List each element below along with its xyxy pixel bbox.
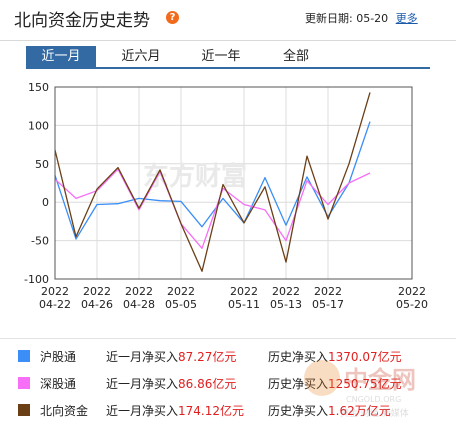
question-circle-icon[interactable]: ? xyxy=(166,11,179,24)
legend-month: 近一月净买入174.12亿元 xyxy=(106,404,245,418)
y-tick-label: 50 xyxy=(35,158,49,171)
update-info: 更新日期: 05-20 更多 xyxy=(305,10,418,26)
legend-history: 历史净买入1250.75亿元 xyxy=(268,377,402,391)
header-divider xyxy=(0,40,456,41)
more-link[interactable]: 更多 xyxy=(395,12,418,25)
legend-row-sz: 深股通 近一月净买入86.86亿元 历史净买入1250.75亿元 xyxy=(0,370,456,397)
tab-underline xyxy=(26,67,430,69)
page-header: 北向资金历史走势 ? 更新日期: 05-20 更多 xyxy=(0,0,456,38)
y-tick-label: -100 xyxy=(24,273,49,286)
y-tick-label: 0 xyxy=(42,196,49,209)
series-line-2 xyxy=(54,92,371,272)
chart-watermark: 东方财富 xyxy=(143,161,247,192)
x-tick-label: 05-05 xyxy=(165,298,197,311)
x-tick-label: 05-11 xyxy=(228,298,260,311)
update-date: 05-20 xyxy=(356,12,389,25)
legend-swatch-sz xyxy=(18,377,30,389)
x-tick-label: 2022 xyxy=(83,285,111,298)
x-tick-label: 2022 xyxy=(398,285,426,298)
x-tick-label: 05-20 xyxy=(396,298,428,311)
x-tick-label: 04-28 xyxy=(123,298,155,311)
x-tick-label: 05-17 xyxy=(312,298,344,311)
y-tick-label: -50 xyxy=(31,235,49,248)
legend-history: 历史净买入1.62万亿元 xyxy=(268,404,391,418)
y-tick-label: 150 xyxy=(28,81,49,94)
legend-month: 近一月净买入87.27亿元 xyxy=(106,350,237,364)
x-tick-label: 2022 xyxy=(167,285,195,298)
legend-table: 沪股通 近一月净买入87.27亿元 历史净买入1370.07亿元 深股通 近一月… xyxy=(0,338,456,423)
x-tick-label: 04-22 xyxy=(39,298,71,311)
update-label: 更新日期: xyxy=(305,12,353,25)
x-tick-label: 2022 xyxy=(125,285,153,298)
legend-swatch-sh xyxy=(18,350,30,362)
page-title: 北向资金历史走势 xyxy=(14,11,150,31)
x-tick-label: 2022 xyxy=(230,285,258,298)
legend-name: 沪股通 xyxy=(40,350,77,364)
legend-name: 深股通 xyxy=(40,377,77,391)
legend-history: 历史净买入1370.07亿元 xyxy=(268,350,402,364)
tab-six-months[interactable]: 近六月 xyxy=(121,49,161,64)
series-line-0 xyxy=(54,121,371,240)
x-tick-label: 2022 xyxy=(272,285,300,298)
tab-one-month[interactable]: 近一月 xyxy=(26,46,96,67)
x-tick-label: 04-26 xyxy=(81,298,113,311)
legend-row-north: 北向资金 近一月净买入174.12亿元 历史净买入1.62万亿元 xyxy=(0,397,456,424)
x-tick-label: 2022 xyxy=(41,285,69,298)
legend-row-sh: 沪股通 近一月净买入87.27亿元 历史净买入1370.07亿元 xyxy=(0,343,456,370)
tab-all[interactable]: 全部 xyxy=(282,49,309,64)
legend-swatch-north xyxy=(18,404,30,416)
x-tick-label: 05-13 xyxy=(270,298,302,311)
series-line-1 xyxy=(54,168,371,249)
y-tick-label: 100 xyxy=(28,119,49,132)
legend-name: 北向资金 xyxy=(40,404,89,418)
legend-month: 近一月净买入86.86亿元 xyxy=(106,377,237,391)
tab-one-year[interactable]: 近一年 xyxy=(201,49,241,64)
plot-frame xyxy=(54,86,413,280)
x-tick-label: 2022 xyxy=(314,285,342,298)
